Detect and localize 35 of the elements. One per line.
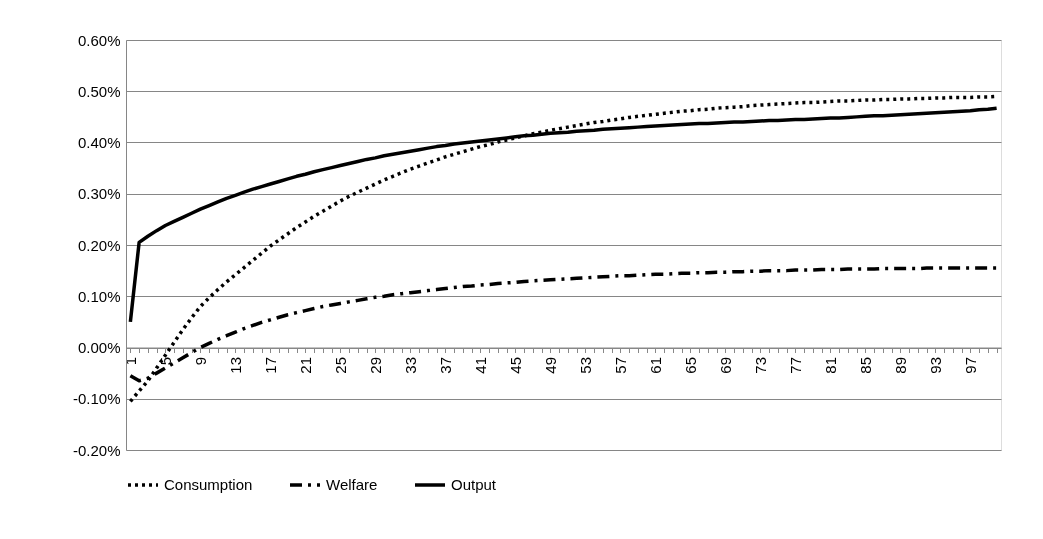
y-tick-label: -0.10% [72, 390, 121, 408]
y-tick-label: 0.50% [77, 82, 121, 100]
legend-label: Consumption [164, 476, 253, 493]
x-tick-label: 81 [821, 357, 839, 374]
x-tick-label: 57 [611, 357, 629, 374]
x-tick-label: 41 [471, 357, 489, 374]
x-tick-label: 89 [891, 357, 909, 374]
x-tick-label: 29 [366, 357, 384, 374]
x-tick-label: 21 [296, 357, 314, 374]
legend-label: Output [451, 476, 497, 493]
x-tick-label: 37 [436, 357, 454, 374]
x-tick-label: 17 [261, 357, 279, 374]
x-tick-label: 65 [681, 357, 699, 374]
y-tick-label: 0.10% [77, 287, 121, 305]
x-tick-label: 25 [331, 357, 349, 374]
x-tick-label: 33 [401, 357, 419, 374]
x-tick-label: 53 [576, 357, 594, 374]
x-tick-label: 13 [226, 357, 244, 374]
x-tick-label: 9 [191, 357, 209, 366]
y-tick-label: 0.40% [77, 134, 121, 151]
x-tick-label: 69 [716, 357, 734, 374]
y-tick-label: -0.20% [72, 441, 121, 459]
x-tick-label: 73 [751, 357, 769, 374]
legend-label: Welfare [326, 476, 378, 493]
x-tick-label: 97 [961, 357, 979, 374]
y-tick-label: 0.20% [77, 236, 121, 254]
x-tick-label: 77 [786, 357, 804, 374]
y-tick-label: 0.30% [77, 185, 121, 203]
x-tick-label: 45 [506, 357, 524, 374]
x-tick-label: 85 [856, 357, 874, 374]
y-tick-label: 0.00% [77, 339, 121, 356]
x-tick-label: 61 [646, 357, 664, 374]
x-tick-label: 93 [926, 357, 944, 374]
x-tick-label: 49 [541, 357, 559, 374]
y-tick-label: 0.60% [77, 31, 121, 49]
